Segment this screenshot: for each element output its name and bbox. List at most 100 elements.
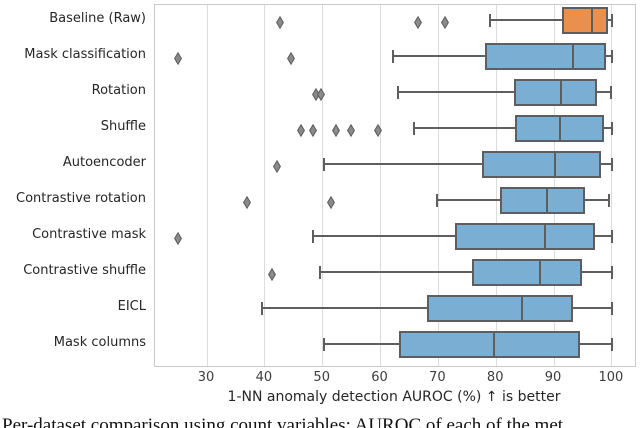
category-label: EICL: [117, 299, 146, 314]
outlier-diamond-icon: [296, 122, 305, 141]
category-label: Shuffle: [100, 119, 146, 134]
x-tick-label: 60: [371, 370, 388, 385]
whisker-line-low: [437, 199, 500, 201]
whisker-line-high: [597, 91, 612, 93]
gridline: [380, 5, 382, 366]
gridline: [437, 5, 439, 366]
whisker-cap: [413, 121, 416, 135]
box: [455, 222, 595, 250]
median-line: [546, 186, 549, 214]
outlier-diamond-icon: [373, 122, 382, 141]
median-line: [559, 78, 562, 106]
category-label: Contrastive mask: [32, 227, 146, 242]
whisker-cap: [323, 157, 326, 171]
whisker-line-low: [398, 91, 515, 93]
x-tick-label: 30: [197, 370, 215, 385]
outlier-diamond-icon: [440, 14, 449, 33]
whisker-cap: [260, 301, 263, 315]
gridline: [264, 5, 266, 366]
box: [499, 186, 585, 214]
whisker-line-low: [312, 235, 456, 237]
whisker-line-low: [320, 271, 472, 273]
box: [485, 42, 607, 70]
whisker-cap: [610, 157, 613, 171]
whisker-cap: [311, 229, 314, 243]
gridline: [553, 5, 555, 366]
whisker-line-high: [573, 307, 612, 309]
whisker-line-low: [323, 343, 400, 345]
whisker-cap: [319, 265, 322, 279]
whisker-line-high: [604, 127, 612, 129]
outlier-diamond-icon: [326, 194, 335, 213]
outlier-diamond-icon: [173, 230, 182, 249]
gridline: [322, 5, 324, 366]
median-line: [539, 258, 542, 286]
median-line: [521, 294, 524, 322]
outlier-diamond-icon: [332, 122, 340, 141]
whisker-cap: [397, 85, 400, 99]
category-label: Contrastive shuffle: [23, 263, 146, 278]
gridline: [611, 5, 613, 366]
whisker-line-high: [581, 271, 612, 273]
x-tick-label: 100: [598, 370, 624, 385]
median-line: [553, 150, 556, 178]
box: [514, 78, 598, 106]
whisker-line-high: [580, 343, 612, 345]
box: [399, 330, 581, 358]
category-label: Autoencoder: [62, 155, 146, 170]
median-line: [558, 114, 561, 142]
outlier-diamond-icon: [273, 158, 281, 177]
whisker-cap: [610, 301, 613, 315]
whisker-line-high: [594, 235, 612, 237]
whisker-line-low: [261, 307, 427, 309]
whisker-line-high: [584, 199, 609, 201]
category-label: Mask classification: [24, 47, 146, 62]
whisker-cap: [610, 121, 613, 135]
plot-area: [154, 4, 636, 367]
whisker-line-high: [608, 19, 612, 21]
x-tick-label: 70: [429, 370, 446, 385]
whisker-line-low: [392, 55, 486, 57]
whisker-cap: [607, 193, 610, 207]
outlier-diamond-icon: [276, 14, 285, 33]
whisker-line-low: [490, 19, 563, 21]
outlier-diamond-icon: [414, 14, 423, 33]
outlier-diamond-icon: [316, 86, 325, 105]
whisker-cap: [322, 337, 325, 351]
whisker-line-low: [414, 127, 516, 129]
outlier-diamond-icon: [311, 86, 320, 105]
gridline: [206, 5, 208, 366]
whisker-cap: [610, 13, 613, 27]
category-label: Contrastive rotation: [16, 191, 146, 206]
whisker-cap: [610, 337, 613, 351]
median-line: [492, 330, 495, 358]
outlier-diamond-icon: [268, 266, 277, 285]
median-line: [544, 222, 547, 250]
category-label: Baseline (Raw): [49, 11, 146, 26]
x-tick-label: 50: [313, 370, 330, 385]
box: [562, 6, 609, 34]
x-tick-label: 80: [486, 370, 504, 385]
whisker-cap: [610, 229, 613, 243]
outlier-diamond-icon: [286, 50, 295, 69]
box: [471, 258, 582, 286]
whisker-cap: [436, 193, 439, 207]
x-axis-label: 1-NN anomaly detection AUROC (%) ↑ is be…: [227, 389, 561, 405]
outlier-diamond-icon: [173, 50, 182, 69]
category-label: Mask columns: [53, 335, 146, 350]
box: [426, 294, 574, 322]
whisker-line-high: [601, 163, 612, 165]
whisker-cap: [610, 85, 613, 99]
x-tick-label: 90: [544, 370, 562, 385]
category-label: Rotation: [91, 83, 146, 98]
outlier-diamond-icon: [309, 122, 318, 141]
outlier-diamond-icon: [242, 194, 251, 213]
gridline: [495, 5, 497, 366]
box: [482, 150, 602, 178]
x-tick-label: 40: [255, 370, 273, 385]
outlier-diamond-icon: [347, 122, 356, 141]
whisker-cap: [391, 49, 394, 63]
median-line: [571, 42, 574, 70]
caption: Per-dataset comparison using count varia…: [2, 415, 564, 428]
